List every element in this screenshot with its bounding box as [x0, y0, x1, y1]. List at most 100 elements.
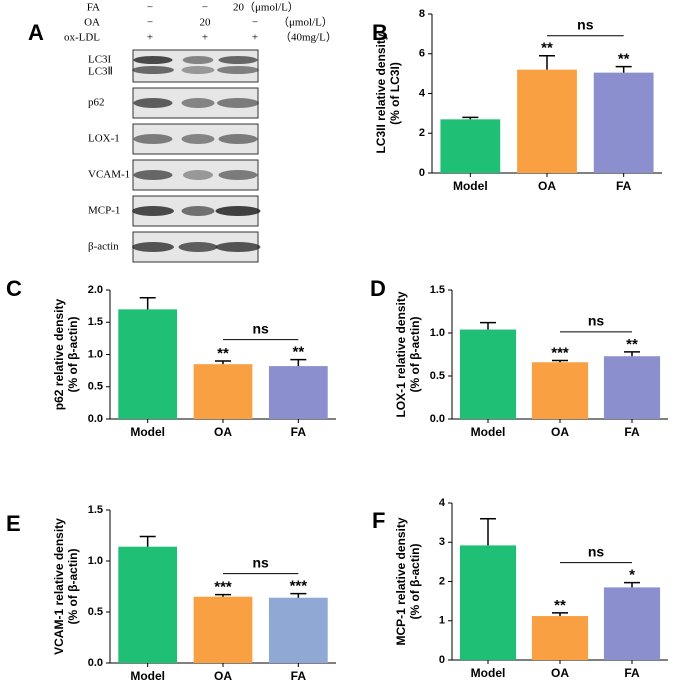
blot-box — [132, 49, 259, 83]
significance-label: ** — [618, 51, 630, 68]
y-tick-label: 0.0 — [88, 413, 103, 425]
error-bar — [139, 535, 156, 547]
y-tick-label: 0.0 — [430, 413, 445, 425]
blot-band — [218, 170, 258, 180]
y-tick-label: 1.0 — [88, 555, 103, 567]
blot-band — [133, 170, 173, 180]
bar — [118, 546, 178, 663]
y-tick-label: 1.5 — [430, 284, 445, 296]
y-axis-label: (% of β-actin) — [408, 544, 422, 620]
y-tick-label: 4 — [419, 87, 426, 99]
bracket-label: ns — [577, 16, 594, 32]
significance-label: * — [629, 567, 635, 584]
significance-label: *** — [551, 344, 569, 361]
significance-label: ** — [541, 40, 553, 57]
panel-letter: C — [6, 276, 22, 301]
y-tick-label: 0.0 — [88, 657, 103, 669]
y-axis-label: VCAM-1 relative density — [52, 518, 66, 655]
blot-band — [132, 206, 174, 216]
error-bar — [615, 65, 632, 73]
treatment-cell: + — [202, 32, 208, 44]
x-tick-label: FA — [624, 425, 640, 439]
x-tick-label: FA — [291, 669, 307, 681]
blot-label: p62 — [88, 97, 105, 109]
y-axis-label: (% of β-actin) — [66, 317, 80, 393]
bracket-label: ns — [588, 313, 605, 329]
bar — [440, 119, 501, 173]
blot-band — [181, 206, 215, 216]
y-axis-label: (% of β-actin) — [66, 549, 80, 625]
error-bar — [552, 612, 568, 617]
error-bar — [215, 593, 231, 597]
panel-letter: F — [372, 508, 385, 533]
significance-label: *** — [214, 579, 232, 596]
y-tick-label: 6 — [419, 48, 425, 60]
treatment-cell: − — [147, 17, 153, 29]
y-tick-label: 2.0 — [88, 284, 103, 296]
y-tick-label: 1 — [439, 615, 445, 627]
treatment-name: OA — [84, 17, 100, 29]
treatment-cell: − — [252, 17, 258, 29]
y-axis-label: MCP-1 relative density — [394, 517, 408, 645]
error-bar — [290, 592, 307, 598]
treatment-cell: − — [202, 2, 208, 14]
bar — [193, 596, 253, 663]
significance-label: ** — [626, 336, 638, 353]
error-bar — [624, 581, 640, 588]
bar — [268, 597, 328, 663]
y-tick-label: 8 — [419, 8, 425, 20]
bar — [193, 364, 253, 419]
error-bar — [290, 358, 307, 367]
x-tick-label: OA — [551, 666, 569, 680]
blot-label: VCAM-1 — [88, 169, 130, 181]
blot-band — [133, 134, 173, 144]
x-tick-label: OA — [551, 425, 569, 439]
y-tick-label: 4 — [439, 497, 446, 509]
blot-label: LC3I — [88, 54, 112, 66]
bar — [603, 587, 661, 660]
bar — [118, 309, 178, 419]
blot-band — [218, 134, 258, 144]
blot-band — [215, 242, 261, 252]
treatment-cell: （μmol/L） — [278, 16, 333, 29]
treatment-cell: + — [252, 32, 258, 44]
error-bar — [624, 351, 640, 357]
bar — [593, 72, 654, 173]
x-tick-label: FA — [291, 425, 307, 439]
bracket-label: ns — [252, 554, 269, 570]
blot-label: MCP-1 — [88, 205, 120, 217]
significance-label: ** — [217, 345, 229, 362]
blot-band — [132, 242, 174, 252]
x-tick-label: FA — [616, 179, 632, 193]
blot-label: LC3Ⅱ — [88, 66, 113, 78]
x-tick-label: Model — [471, 666, 506, 680]
significance-label: ** — [554, 597, 566, 614]
blot-label: LOX-1 — [88, 133, 120, 145]
bar — [517, 69, 577, 173]
y-axis-label: p62 relative density — [52, 298, 66, 410]
x-tick-label: Model — [471, 425, 506, 439]
panel-letter: B — [372, 20, 388, 45]
error-bar — [480, 517, 496, 546]
treatment-cell: 20 — [200, 17, 212, 29]
treatment-name: FA — [87, 2, 100, 14]
x-tick-label: Model — [453, 179, 488, 193]
bar — [459, 545, 517, 660]
y-tick-label: 3 — [439, 536, 445, 548]
blot-band — [132, 66, 174, 74]
bar — [268, 366, 328, 419]
blot-band — [181, 98, 215, 108]
y-tick-label: 0.5 — [88, 606, 103, 618]
y-axis-label: (% of β-actin) — [408, 317, 422, 393]
error-bar — [139, 296, 156, 310]
y-tick-label: 1.0 — [88, 348, 103, 360]
y-tick-label: 0.5 — [88, 381, 103, 393]
x-tick-label: Model — [130, 425, 165, 439]
blot-band — [182, 56, 214, 64]
error-bar — [215, 360, 231, 365]
bar — [531, 362, 589, 419]
blot-band — [217, 66, 259, 74]
y-tick-label: 1.5 — [88, 316, 103, 328]
blot-band — [178, 242, 218, 252]
